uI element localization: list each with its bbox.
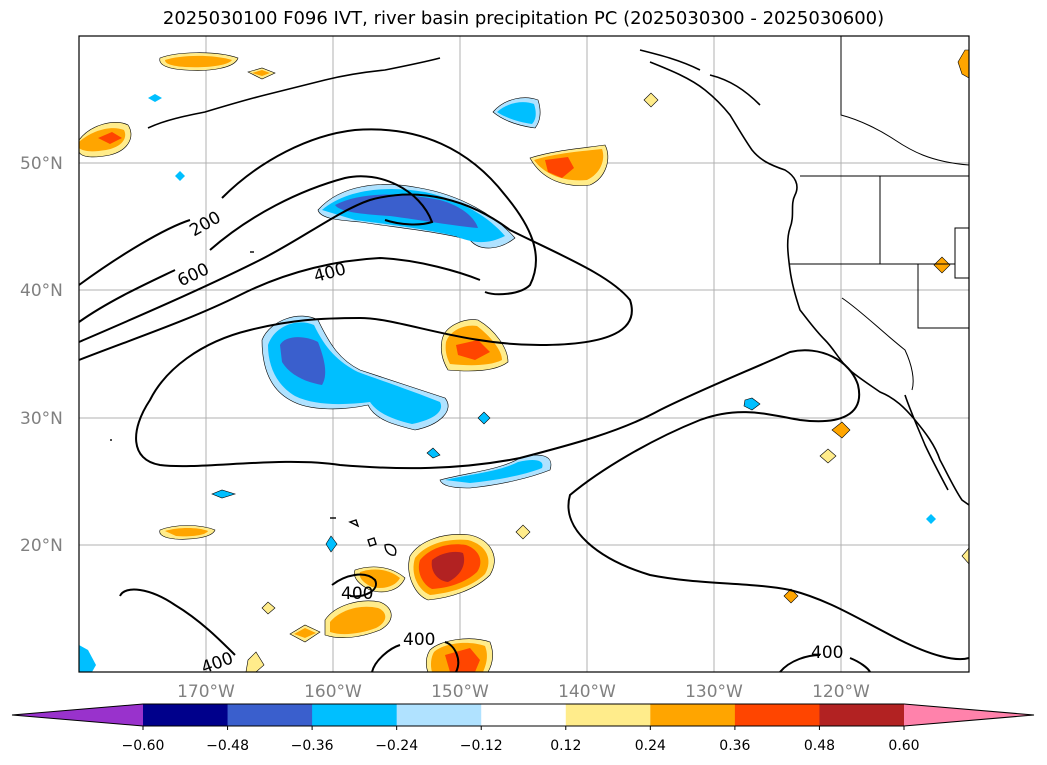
colorbar-segment: [396, 704, 482, 726]
ivt-contours: [78, 128, 970, 673]
negative-region: [148, 94, 162, 102]
lat-label: 30°N: [20, 409, 63, 429]
contour-label: 400: [341, 584, 373, 604]
negative-region: [477, 411, 491, 425]
colorbar-segment: [819, 704, 905, 726]
map-title: 2025030100 F096 IVT, river basin precipi…: [162, 8, 885, 29]
colorbar-segment: [312, 704, 398, 726]
coastlines: [147, 49, 970, 506]
negative-region: [79, 645, 96, 672]
lat-label: 50°N: [20, 154, 63, 174]
ivt-contour-400c: [119, 588, 236, 656]
lon-label: 150°W: [431, 682, 489, 702]
ivt-contour-400e: [371, 641, 460, 673]
colorbar-extend-high: [904, 704, 1034, 726]
colorbar-segment: [734, 704, 820, 726]
colorbar-tick-label: 0.48: [804, 738, 835, 754]
colorbar-segment: [650, 704, 736, 726]
colorbar-tick-label: −0.48: [206, 738, 249, 754]
lon-label: 120°W: [812, 682, 870, 702]
positive-region: [831, 421, 851, 439]
islands: [110, 251, 397, 556]
contour-label: 400: [811, 643, 843, 663]
ivt-contour-200: [78, 128, 537, 296]
colorbar-tick-label: 0.24: [635, 738, 666, 754]
colorbar-tick-label: −0.12: [460, 738, 503, 754]
lat-label: 20°N: [20, 536, 63, 556]
political-borders: [790, 36, 970, 391]
lat-label: 40°N: [20, 281, 63, 301]
colorbar-segment: [227, 704, 313, 726]
colorbar-segment: [143, 704, 229, 726]
colorbar-tick-label: −0.60: [122, 738, 165, 754]
colorbar: −0.60 −0.48 −0.36 −0.24 −0.12 0.12 0.24 0.36 0.4…: [11, 703, 1035, 754]
ivt-contour-600: [78, 175, 434, 323]
lon-label: 170°W: [177, 682, 235, 702]
map-frame: [78, 35, 970, 673]
precip-fill-regions: [78, 49, 970, 673]
negative-region: [426, 447, 441, 459]
positive-region: [261, 601, 276, 615]
negative-region: [743, 397, 761, 411]
contour-label: 400: [403, 630, 435, 650]
map-background: [79, 36, 969, 672]
positive-region: [819, 448, 837, 464]
positive-region: [783, 588, 799, 604]
colorbar-tick-label: 0.36: [719, 738, 750, 754]
negative-region: [926, 514, 936, 524]
colorbar-tick-label: −0.24: [375, 738, 418, 754]
ivt-contour-400f: [779, 654, 871, 673]
ivt-contour-400b: [78, 256, 481, 361]
positive-region: [643, 92, 659, 108]
colorbar-segment: [481, 704, 567, 726]
lon-label: 130°W: [685, 682, 743, 702]
lon-label: 160°W: [304, 682, 362, 702]
lon-label: 140°W: [558, 682, 616, 702]
colorbar-tick-label: 0.12: [550, 738, 581, 754]
ivt-contour-400d: [331, 573, 377, 598]
colorbar-tick-label: 0.60: [888, 738, 919, 754]
positive-region: [245, 651, 265, 673]
positive-region: [515, 524, 531, 540]
ivt-contour-400a: [78, 193, 970, 661]
positive-region: [933, 256, 951, 274]
colorbar-extend-low: [12, 704, 143, 726]
colorbar-tick-label: −0.36: [291, 738, 334, 754]
negative-region: [211, 489, 237, 499]
colorbar-segment: [565, 704, 651, 726]
negative-region: [325, 535, 338, 553]
negative-region: [175, 171, 185, 181]
coastline-north-america: [649, 61, 970, 506]
